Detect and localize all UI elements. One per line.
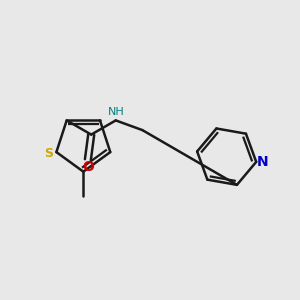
Text: O: O [82,160,94,174]
Text: NH: NH [108,107,125,117]
Text: S: S [44,147,53,160]
Text: N: N [256,155,268,169]
